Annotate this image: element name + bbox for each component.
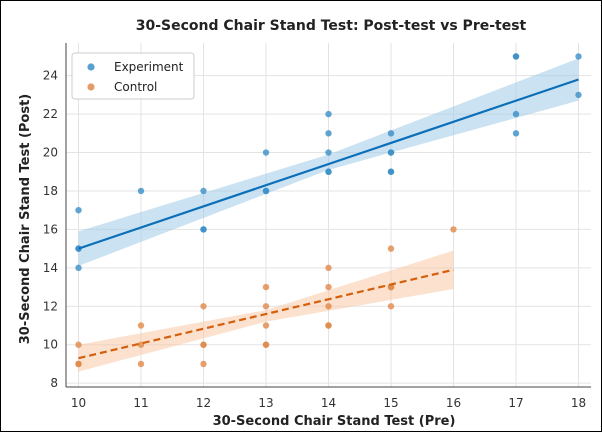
y-tick-label: 18 [43,184,58,198]
experiment-point [512,130,520,137]
x-tick-label: 18 [571,396,586,410]
experiment-point [262,187,270,195]
experiment-legend-label: Experiment [114,60,184,74]
experiment-point [325,110,332,118]
control-point [200,360,207,368]
legend: Experiment Control [71,52,195,100]
control-point [450,226,457,233]
control-point [137,322,145,329]
x-axis-label: 30-Second Chair Stand Test (Pre) [213,414,456,429]
x-tick-label: 16 [446,396,461,410]
control-point [75,341,82,348]
experiment-point [575,53,582,60]
experiment-point [262,149,270,156]
y-tick-label: 14 [43,261,58,275]
experiment-point [137,187,145,195]
experiment-point [325,130,332,137]
control-point [200,303,207,310]
x-tick-label: 12 [196,396,211,410]
y-tick-label: 8 [50,376,58,390]
experiment-point [200,187,207,195]
plot-area: 10 11 12 13 14 15 16 17 18 8 10 12 14 16 18 20 22 24 [43,43,591,410]
control-point [325,283,332,291]
control-legend-marker [87,83,95,91]
experiment-point [387,149,395,156]
experiment-point [75,264,82,272]
control-point [262,341,270,348]
experiment-point [387,130,395,137]
control-point [262,303,270,310]
control-legend-label: Control [114,80,157,94]
experiment-point [512,110,520,118]
x-tick-label: 13 [258,396,273,410]
control-point [325,264,332,272]
control-point [325,303,332,310]
y-tick-label: 10 [43,338,58,352]
experiment-point [325,149,332,156]
legend-box [71,52,195,100]
control-point [137,341,145,348]
experiment-point [200,226,207,233]
experiment-point [75,206,82,214]
experiment-regression-line [78,78,579,250]
chart-title: 30-Second Chair Stand Test: Post-test vs… [136,18,527,34]
experiment-point [512,53,520,60]
control-point [200,341,207,348]
y-tick-label: 20 [43,146,58,160]
x-tick-label: 14 [321,396,336,410]
control-point [137,360,145,368]
x-tick-label: 17 [508,396,523,410]
experiment-point [387,168,395,175]
control-regression-line [78,268,454,360]
experiment-confidence-band [78,58,579,266]
y-axis-label: 30-Second Chair Stand Test (Post) [18,94,33,345]
control-point [387,303,395,310]
x-tick-label: 15 [383,396,398,410]
control-confidence-band [78,250,454,372]
x-tick-label: 10 [71,396,86,410]
control-point [387,245,395,252]
y-tick-label: 22 [43,107,58,121]
control-point [262,283,270,291]
y-tick-label: 24 [43,69,58,83]
control-point [75,360,82,368]
experiment-point [325,168,332,175]
x-tick-label: 11 [133,396,148,410]
control-point [262,322,270,329]
experiment-legend-marker [87,63,95,71]
control-point [325,322,332,329]
experiment-point [575,91,582,99]
y-tick-label: 16 [43,222,58,236]
y-tick-label: 12 [43,299,58,313]
